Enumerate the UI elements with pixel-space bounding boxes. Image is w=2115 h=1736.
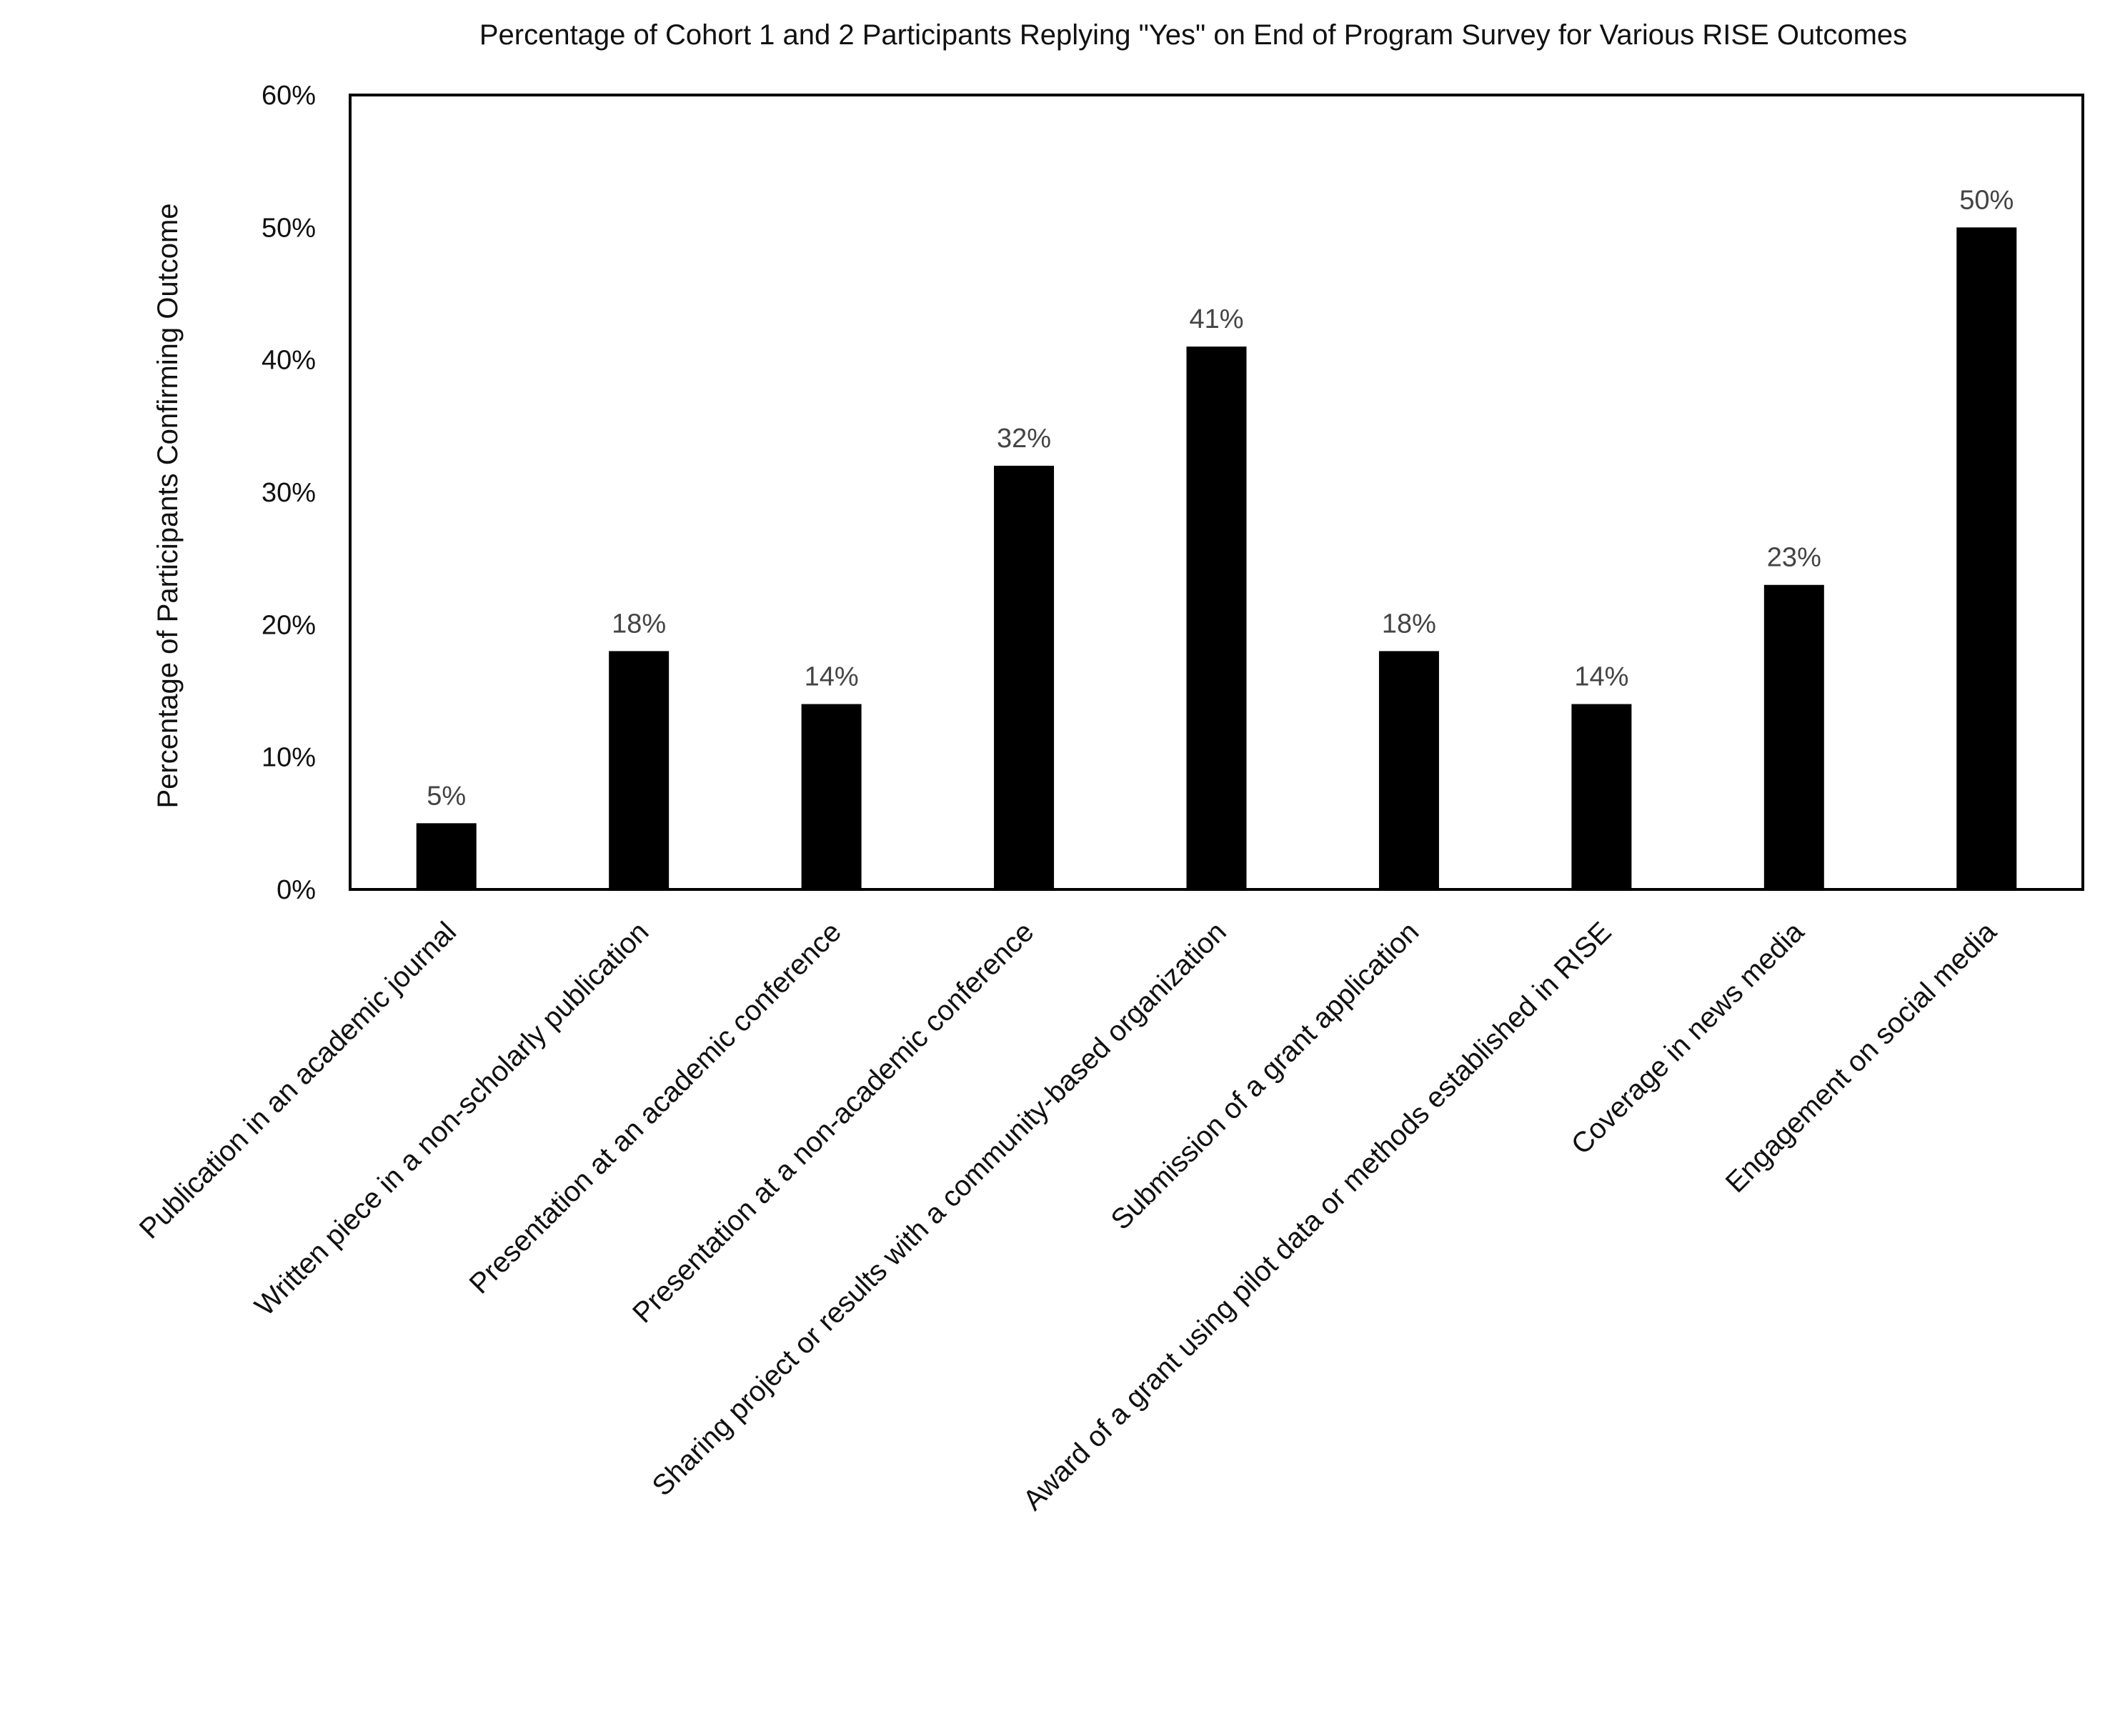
x-tick-label: Presentation at a non-academic conferenc… xyxy=(627,916,1040,1329)
bar xyxy=(416,823,477,889)
data-label: 18% xyxy=(612,609,666,639)
x-tick-label: Written piece in a non-scholarly publica… xyxy=(249,916,655,1322)
bars-group xyxy=(416,227,2017,890)
y-tick-label: 40% xyxy=(262,346,316,376)
data-label: 14% xyxy=(1574,662,1628,692)
bar xyxy=(994,465,1055,889)
x-axis-ticks: Publication in an academic journalWritte… xyxy=(134,916,2003,1517)
bar xyxy=(1763,584,1824,889)
data-label: 32% xyxy=(997,424,1051,454)
bar xyxy=(1186,346,1247,890)
y-axis-ticks: 0% 10% 20% 30% 40% 50% 60% xyxy=(262,81,316,905)
data-label: 23% xyxy=(1767,543,1821,573)
bar xyxy=(1956,227,2017,889)
data-label: 14% xyxy=(805,662,859,692)
bar xyxy=(1378,651,1439,889)
x-tick-label: Presentation at an academic conference xyxy=(464,916,847,1299)
data-label: 41% xyxy=(1189,304,1243,334)
y-tick-label: 20% xyxy=(262,610,316,640)
x-tick-label: Submission of a grant application xyxy=(1105,916,1425,1236)
data-label: 18% xyxy=(1382,609,1436,639)
y-tick-label: 0% xyxy=(277,875,316,905)
data-label: 50% xyxy=(1959,185,2014,215)
y-tick-label: 50% xyxy=(262,213,316,243)
x-tick-label: Publication in an academic journal xyxy=(134,916,462,1244)
data-label: 5% xyxy=(427,781,466,811)
bar xyxy=(609,651,670,889)
bar xyxy=(801,704,862,889)
chart-title: Percentage of Cohort 1 and 2 Participant… xyxy=(479,19,1907,51)
bar xyxy=(1571,704,1632,889)
y-tick-label: 60% xyxy=(262,81,316,111)
data-labels-group: 5% 18% 14% 32% 41% 18% 14% 23% 50% xyxy=(427,185,2014,811)
y-tick-label: 10% xyxy=(262,743,316,773)
y-axis-label: Percentage of Participants Confirming Ou… xyxy=(152,203,184,808)
y-tick-label: 30% xyxy=(262,478,316,508)
